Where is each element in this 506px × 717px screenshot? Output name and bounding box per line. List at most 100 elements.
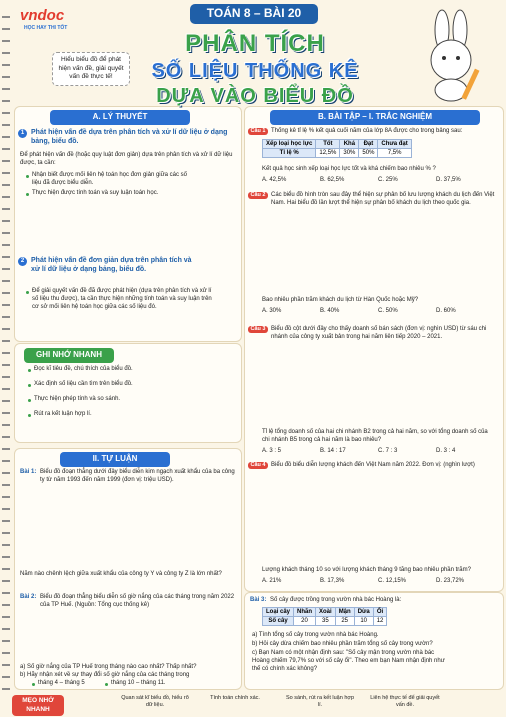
table-cell: Nhãn <box>293 607 317 617</box>
tip: Liên hệ thực tế để giải quyết vấn đề. <box>370 695 440 709</box>
option: A. 3 : 5 <box>262 448 282 454</box>
question: Năm nào chênh lệch giữa xuất khẩu của cô… <box>20 571 222 577</box>
exercise-text: Biểu đồ đoạn thẳng dưới đây biểu diễn ki… <box>40 469 235 483</box>
tip: Quan sát kĩ biểu đồ, hiểu rõ dữ liệu. <box>121 695 189 709</box>
question: Kết quả học sinh xếp loại học lực tốt và… <box>262 166 436 172</box>
table-cell: 7,5% <box>377 148 412 158</box>
table-cell: Loại cây <box>261 607 295 617</box>
table-row: Tỉ lệ % 12,5% 30% 50% 7,5% <box>261 148 412 158</box>
table-cell: 30% <box>339 148 360 158</box>
spiral-binding <box>2 10 10 700</box>
checklist-item: Xác định số liệu cần tìm trên biểu đồ. <box>28 381 184 389</box>
exercise-text: Biểu đồ đoạn thẳng biểu diễn số giờ nắng… <box>40 594 235 608</box>
slogan: HỌC HAY THI TỐT <box>24 25 68 31</box>
option: C. 7 : 3 <box>378 448 398 454</box>
table-cell: 12 <box>372 616 388 626</box>
item-title: Phát hiện vấn đề đơn giản dựa trên phân … <box>31 257 192 274</box>
table-cell: 12,5% <box>315 148 341 158</box>
table-cell: 50% <box>358 148 379 158</box>
practice-card <box>244 106 504 592</box>
exercise-label: Bài 2: <box>20 594 37 600</box>
table-cell: Đạt <box>358 139 379 149</box>
table-cell: Tốt <box>315 139 341 149</box>
table-cell: 35 <box>315 616 336 626</box>
table-cell: 20 <box>293 616 317 626</box>
question-tag: Câu 4 <box>248 462 268 470</box>
page-title: PHÂN TÍCH <box>185 30 325 57</box>
page-title: DỰA VÀO BIỂU ĐỒ <box>156 85 354 107</box>
table-cell: Tỉ lệ % <box>261 148 317 158</box>
option: B. 62,5% <box>320 177 345 183</box>
essay-card <box>14 448 242 690</box>
option: B. 14 : 17 <box>320 448 346 454</box>
section-heading: A. LÝ THUYẾT <box>50 110 190 125</box>
option: D. 37,5% <box>436 177 461 183</box>
checklist-item: Rút ra kết luận hợp lí. <box>28 411 184 419</box>
option: B. 40% <box>320 308 340 314</box>
data-table: Xếp loại học lực Tốt Khá Đạt Chưa đạt Tỉ lệ %… <box>261 139 412 158</box>
logo: vndoc <box>20 7 65 24</box>
table-cell: Chưa đạt <box>377 139 412 149</box>
exercise-label: Bài 3: <box>250 597 267 603</box>
question-text: Các biểu đồ hình tròn sau đây thể hiện s… <box>271 192 495 206</box>
table-cell: 10 <box>353 616 374 626</box>
question: Tỉ lệ tổng doanh số của hai chi nhánh B2… <box>262 429 488 443</box>
option: D. 23,72% <box>436 578 465 584</box>
checklist-item: Đọc kĩ tiêu đề, chú thích của biểu đồ. <box>28 366 184 374</box>
bullet: Nhận biết được mối liên hệ toán học đơn … <box>26 172 197 188</box>
bullet: tháng 4 – tháng 5 <box>32 680 108 688</box>
badge: TOÁN 8 – BÀI 20 <box>190 4 318 24</box>
question: Lượng khách tháng 10 so với lượng khách … <box>262 567 471 573</box>
table-cell: 25 <box>334 616 355 626</box>
question-text: Biểu đồ biểu diễn lượng khách đến Việt N… <box>271 462 475 468</box>
table-cell: Khá <box>339 139 360 149</box>
question: c) Bạn Nam có một nhận định sau: "Số cây… <box>252 650 445 672</box>
question: a) Tính tổng số cây trong vườn nhà bác H… <box>252 632 379 638</box>
question: b) Hãy nhận xét về sự thay đổi số giờ nắ… <box>20 672 190 678</box>
table-cell: Xếp loại học lực <box>261 139 317 149</box>
question-tag: Câu 2 <box>248 192 268 200</box>
footer-heading: MẸO NHỚ NHANH <box>12 695 64 717</box>
checklist-item: Thực hiện phép tính và so sánh. <box>28 396 184 404</box>
section-heading: II. TỰ LUẬN <box>60 452 170 467</box>
option: D. 60% <box>436 308 456 314</box>
bunny-illustration <box>430 9 480 102</box>
item-number: 1 <box>18 129 27 138</box>
exercise-label: Bài 1: <box>20 469 37 475</box>
page-title: SỐ LIỆU THỐNG KÊ <box>151 60 359 82</box>
option: A. 42,5% <box>262 177 287 183</box>
option: A. 21% <box>262 578 282 584</box>
table-cell: Xoài <box>315 607 336 617</box>
question-tag: Câu 3 <box>248 326 268 334</box>
table-cell: Số cây <box>261 616 295 626</box>
item-number: 2 <box>18 257 27 266</box>
table-cell: Mận <box>334 607 355 617</box>
table-row: Số cây 20 35 25 10 12 <box>261 616 388 626</box>
theory-card <box>14 106 242 342</box>
option: C. 50% <box>378 308 398 314</box>
tip: So sánh, rút ra kết luận hợp lí. <box>285 695 355 709</box>
tip: Tính toán chính xác. <box>210 695 260 701</box>
table-row: Xếp loại học lực Tốt Khá Đạt Chưa đạt <box>261 139 412 149</box>
question: a) Số giờ nắng của TP Huế trong tháng nà… <box>20 664 197 670</box>
section-heading: GHI NHỚ NHANH <box>24 348 114 363</box>
option: D. 3 : 4 <box>436 448 456 454</box>
option: A. 30% <box>262 308 282 314</box>
table-cell: Ổi <box>372 607 388 617</box>
bullet: Thực hiện được tính toán và suy luận toá… <box>26 190 197 198</box>
table-cell: Dừa <box>353 607 374 617</box>
option: B. 17,3% <box>320 578 345 584</box>
question: Bao nhiêu phần trăm khách du lịch từ Hàn… <box>262 297 419 303</box>
exercise-text: Số cây được trồng trong vườn nhà bác Hoà… <box>270 597 402 603</box>
option: C. 12,15% <box>378 578 407 584</box>
section-heading: B. BÀI TẬP – I. TRẮC NGHIỆM <box>270 110 480 125</box>
item-text: Để phát hiện vấn đề (hoặc quy luật đơn g… <box>20 152 233 166</box>
item-title: Phát hiện vấn đề dựa trên phân tích và x… <box>31 129 228 146</box>
data-table: Loại cây Nhãn Xoài Mận Dừa Ổi Số cây 20 35 25 10 12 <box>261 607 388 626</box>
option: C. 25% <box>378 177 398 183</box>
question-tag: Câu 1 <box>248 128 268 136</box>
bullet: Để giải quyết vấn đề đã được phát hiện (… <box>26 288 212 312</box>
note: Hiểu biểu đồ để phát hiện vấn đề, giải q… <box>52 52 130 86</box>
question: b) Hỏi cây dừa chiếm bao nhiêu phần trăm… <box>252 641 433 647</box>
